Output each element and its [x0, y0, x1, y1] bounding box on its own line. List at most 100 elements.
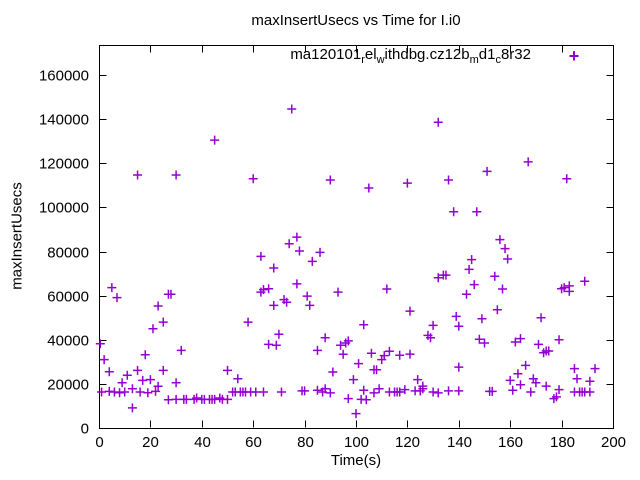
data-point	[181, 394, 191, 404]
data-point	[133, 170, 143, 180]
data-point	[487, 386, 497, 396]
data-point	[153, 381, 163, 391]
data-point	[348, 375, 358, 385]
data-point	[428, 387, 438, 397]
data-point	[320, 333, 330, 343]
x-tick-label: 100	[344, 434, 369, 451]
data-point	[282, 297, 292, 307]
data-point	[513, 369, 523, 379]
data-point	[492, 305, 502, 315]
data-point	[302, 291, 312, 301]
data-point	[104, 367, 114, 377]
x-tick-label: 180	[550, 434, 575, 451]
data-point	[554, 335, 564, 345]
x-tick-label: 20	[142, 434, 159, 451]
data-point	[133, 365, 143, 375]
data-point	[325, 175, 335, 185]
data-point	[112, 293, 122, 303]
data-point	[500, 244, 510, 254]
x-tick-label: 200	[601, 434, 626, 451]
data-point	[351, 409, 361, 419]
data-point	[210, 135, 220, 145]
data-point	[395, 350, 405, 360]
data-point	[284, 239, 294, 249]
data-point	[223, 394, 232, 404]
data-point	[526, 387, 536, 397]
scatter-series	[95, 104, 600, 419]
data-point	[287, 104, 297, 114]
data-point	[343, 336, 353, 346]
data-point	[258, 387, 268, 397]
data-point	[505, 375, 515, 385]
data-point	[497, 284, 507, 294]
data-point	[264, 339, 274, 349]
data-point	[569, 364, 579, 374]
data-point	[328, 367, 338, 377]
legend-label-segment: w	[376, 54, 385, 66]
data-point	[135, 387, 145, 397]
data-point	[143, 388, 153, 398]
data-point	[117, 378, 127, 388]
data-point	[480, 338, 489, 348]
data-point	[418, 384, 428, 394]
data-point	[523, 157, 533, 167]
data-point	[95, 339, 105, 349]
data-point	[467, 255, 477, 265]
y-tick-label: 20000	[47, 377, 89, 394]
data-point	[562, 174, 572, 184]
data-point	[551, 392, 561, 402]
x-tick-label: 60	[245, 434, 262, 451]
data-point	[158, 317, 168, 327]
data-point	[148, 324, 158, 334]
data-point	[269, 300, 279, 310]
data-point	[433, 273, 443, 283]
data-point	[258, 285, 268, 295]
data-point	[364, 183, 374, 193]
data-point	[379, 351, 389, 361]
data-point	[99, 355, 109, 365]
plot-border	[99, 45, 614, 429]
data-point	[166, 289, 176, 299]
data-point	[145, 375, 155, 385]
data-point	[251, 387, 261, 397]
data-point	[366, 348, 376, 358]
x-axis-label: Time(s)	[330, 452, 382, 469]
data-point	[544, 346, 554, 356]
data-point	[405, 306, 415, 316]
data-point	[536, 313, 546, 323]
data-point	[158, 365, 168, 375]
data-point	[444, 175, 454, 185]
data-point	[454, 386, 464, 396]
data-point	[271, 340, 281, 350]
data-point	[413, 375, 423, 385]
legend-label-segment: 8r32	[500, 46, 531, 63]
data-point	[402, 178, 412, 188]
data-point	[210, 394, 220, 404]
data-point	[274, 329, 284, 339]
y-tick-label: 80000	[47, 245, 89, 262]
legend: ma120101relwithdbg.cz12bmd1c8r32 +	[0, 46, 581, 66]
data-point	[171, 394, 181, 404]
data-point	[192, 393, 202, 403]
y-tick-label: 0	[81, 421, 89, 438]
data-point	[153, 301, 163, 311]
data-point	[107, 283, 117, 293]
data-point	[343, 394, 353, 404]
data-point	[521, 360, 531, 370]
data-point	[531, 378, 541, 388]
data-point	[428, 320, 438, 330]
data-point	[315, 247, 325, 257]
data-point	[462, 289, 472, 299]
legend-label-segment: ithdbg.cz12b	[384, 46, 470, 63]
data-point	[354, 359, 364, 369]
data-point	[490, 271, 500, 281]
data-point	[400, 385, 410, 395]
data-point	[300, 386, 310, 396]
data-point	[510, 337, 520, 347]
x-tick-label: 120	[395, 434, 420, 451]
data-point	[276, 387, 286, 397]
data-point	[176, 345, 186, 355]
y-tick-label: 60000	[47, 289, 89, 306]
data-point	[585, 387, 595, 397]
